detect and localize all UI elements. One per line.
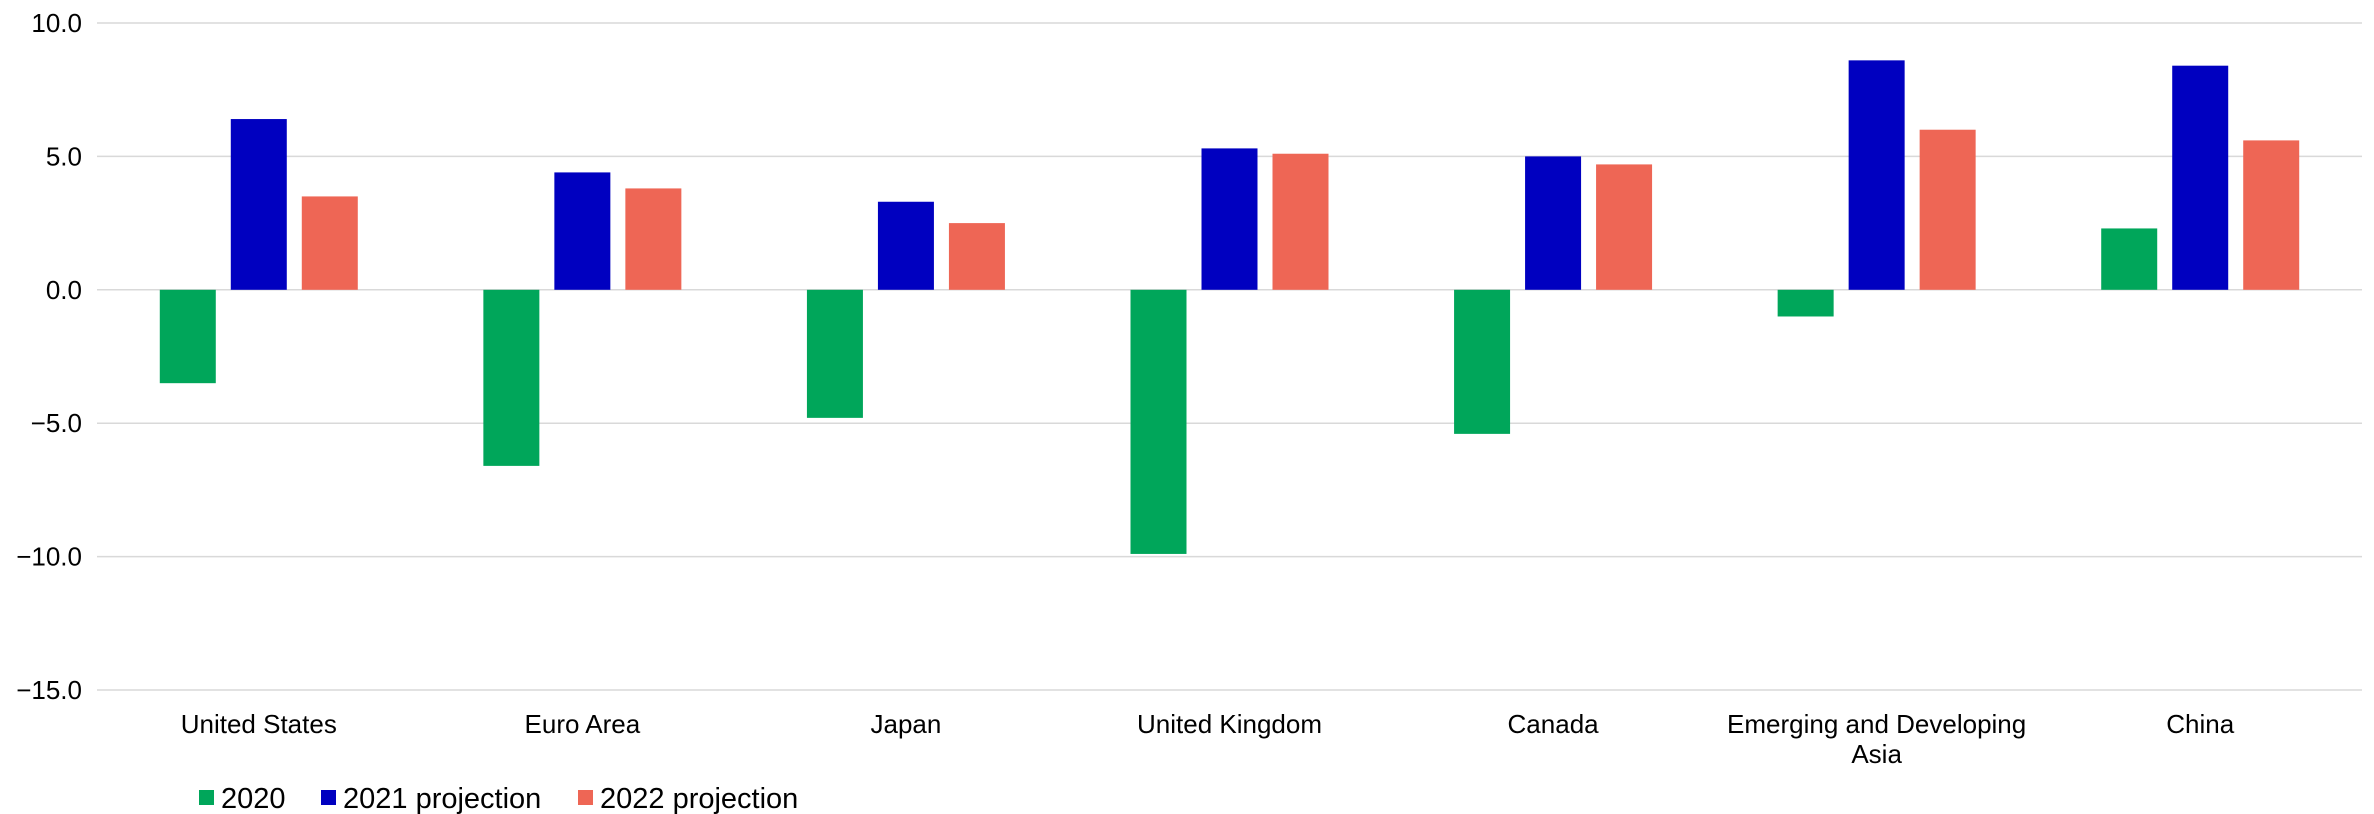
x-category-label: United Kingdom <box>1137 709 1322 739</box>
legend-label: 2021 projection <box>343 783 541 814</box>
bar-2022-projection <box>2243 140 2300 290</box>
bar-2022-projection <box>625 188 682 290</box>
legend-label: 2022 projection <box>600 783 798 814</box>
bar-2020 <box>1777 289 1834 317</box>
gridlines <box>97 22 2362 691</box>
legend-label: 2020 <box>221 783 286 814</box>
y-tick-label: 0.0 <box>46 275 82 305</box>
x-category-label: Canada <box>1508 709 1600 739</box>
bar-2020 <box>806 289 863 418</box>
bar-2022-projection <box>1272 153 1329 290</box>
x-category-label: Asia <box>1851 739 1902 769</box>
x-category-label: China <box>2166 709 2234 739</box>
bar-2022-projection <box>1919 129 1976 290</box>
y-tick-label: −10.0 <box>16 542 82 572</box>
bar-2021-projection <box>877 201 934 290</box>
bar-2022-projection <box>1596 164 1653 290</box>
y-axis-ticks: 10.0 5.0 0.0 −5.0 −10.0 −15.0 <box>16 8 82 705</box>
bar-2021-projection <box>2172 65 2229 290</box>
y-tick-label: 5.0 <box>46 141 82 171</box>
legend-swatch <box>321 790 336 805</box>
x-category-label: Emerging and Developing <box>1727 709 2026 739</box>
y-tick-label: 10.0 <box>31 8 82 38</box>
bar-2021-projection <box>554 172 611 290</box>
bar-2021-projection <box>1848 60 1905 290</box>
bar-2021-projection <box>230 119 287 290</box>
legend-swatch <box>199 790 214 805</box>
legend-swatch <box>578 790 593 805</box>
x-category-label: United States <box>181 709 337 739</box>
y-tick-label: −5.0 <box>31 408 82 438</box>
bars <box>159 60 2300 554</box>
bar-2021-projection <box>1201 148 1258 290</box>
x-category-label: Euro Area <box>525 709 641 739</box>
x-axis-categories: United States Euro Area Japan United Kingdo… <box>181 709 2235 769</box>
bar-2022-projection <box>948 223 1005 290</box>
bar-2020 <box>1130 289 1187 554</box>
x-category-label: Japan <box>871 709 942 739</box>
bar-2020 <box>159 289 216 384</box>
bar-2020 <box>483 289 540 466</box>
legend: 2020 2021 projection 2022 projection <box>199 783 798 814</box>
bar-2022-projection <box>301 196 358 290</box>
bar-2021-projection <box>1525 156 1582 290</box>
bar-2020 <box>2101 228 2158 290</box>
y-tick-label: −15.0 <box>16 675 82 705</box>
bar-2020 <box>1454 289 1511 434</box>
